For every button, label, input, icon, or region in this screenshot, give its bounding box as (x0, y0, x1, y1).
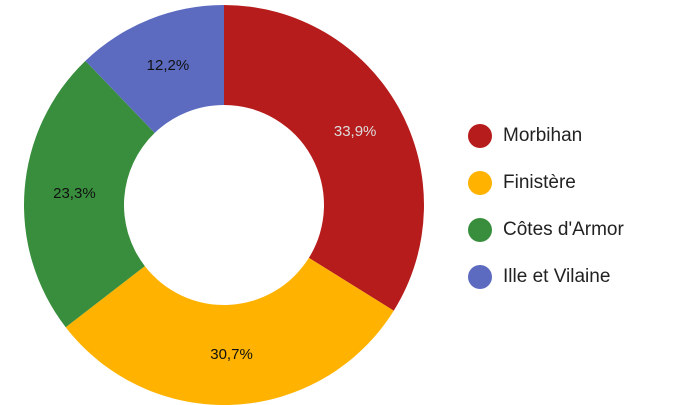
slice-label: 33,9% (334, 123, 377, 140)
slice-label: 12,2% (147, 57, 190, 74)
legend-label: Morbihan (503, 125, 582, 146)
legend-label: Finistère (503, 172, 576, 193)
legend-swatch (468, 171, 492, 195)
donut-slice (23, 60, 155, 328)
donut-slice (85, 4, 224, 133)
legend-swatch (468, 124, 492, 148)
slice-label: 30,7% (210, 346, 253, 363)
slice-label: 23,3% (53, 185, 96, 202)
donut-slice (224, 5, 424, 311)
legend-label: Ille et Vilaine (503, 266, 610, 287)
legend-label: Côtes d'Armor (503, 219, 625, 240)
donut-slice (65, 257, 394, 405)
legend-swatch (468, 265, 492, 289)
legend-swatch (468, 218, 492, 242)
